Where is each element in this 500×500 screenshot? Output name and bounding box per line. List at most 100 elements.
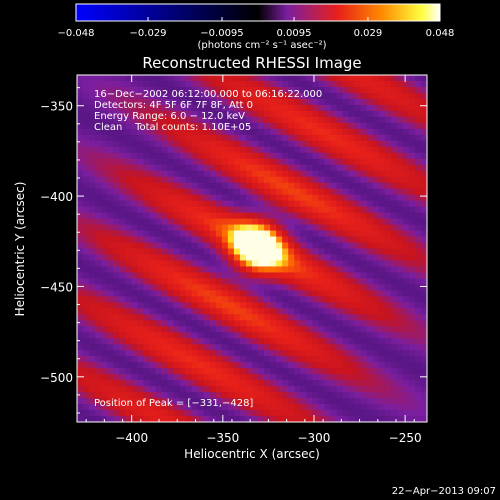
heatmap-cell xyxy=(330,116,338,124)
heatmap-cell xyxy=(258,110,265,118)
heatmap-cell xyxy=(215,158,223,166)
heatmap-cell xyxy=(155,110,163,118)
heatmap-cell xyxy=(155,170,163,178)
heatmap-cell xyxy=(276,260,283,268)
heatmap-cell xyxy=(270,290,277,297)
heatmap-cell xyxy=(149,302,157,309)
heatmap-cell xyxy=(294,338,301,345)
heatmap-cell xyxy=(173,284,181,291)
heatmap-cell xyxy=(366,188,374,196)
heatmap-cell xyxy=(306,164,313,172)
heatmap-cell xyxy=(264,206,271,214)
heatmap-cell xyxy=(390,332,398,339)
heatmap-cell xyxy=(330,188,338,196)
heatmap-cell xyxy=(330,404,338,411)
heatmap-cell xyxy=(101,176,108,184)
heatmap-cell xyxy=(119,392,126,399)
heatmap-cell xyxy=(149,224,157,232)
heatmap-cell xyxy=(276,206,283,214)
heatmap-cell xyxy=(354,212,362,220)
heatmap-cell xyxy=(270,308,277,315)
heatmap-cell xyxy=(161,254,169,262)
heatmap-cell xyxy=(173,128,181,136)
heatmap-cell xyxy=(161,266,169,274)
heatmap-cell xyxy=(149,278,157,285)
heatmap-cell xyxy=(125,164,132,172)
heatmap-cell xyxy=(143,158,151,166)
heatmap-cell xyxy=(233,308,241,315)
heatmap-cell xyxy=(227,140,235,148)
heatmap-cell xyxy=(107,374,114,381)
heatmap-cell xyxy=(408,332,416,339)
heatmap-cell xyxy=(143,290,151,297)
heatmap-cell xyxy=(239,98,247,106)
colorbar-tick-label: −0.0095 xyxy=(200,28,243,39)
heatmap-cell xyxy=(324,290,332,297)
heatmap-cell xyxy=(372,416,380,422)
heatmap-cell xyxy=(227,158,235,166)
heatmap-cell xyxy=(89,380,96,387)
heatmap-cell xyxy=(306,302,313,309)
heatmap-cell xyxy=(342,230,350,238)
heatmap-cell xyxy=(402,248,410,256)
heatmap-cell xyxy=(270,98,277,106)
heatmap-cell xyxy=(288,374,295,381)
heatmap-cell xyxy=(227,86,235,94)
heatmap-cell xyxy=(143,362,151,369)
y-tick-label: −500 xyxy=(40,371,73,385)
heatmap-cell xyxy=(119,206,126,214)
heatmap-cell xyxy=(137,374,144,381)
heatmap-cell xyxy=(258,158,265,166)
heatmap-cell xyxy=(420,386,427,393)
heatmap-cell xyxy=(161,272,169,280)
heatmap-cell xyxy=(233,206,241,214)
heatmap-cell xyxy=(131,398,138,405)
heatmap-cell xyxy=(119,80,126,88)
heatmap-cell xyxy=(390,236,398,244)
heatmap-cell xyxy=(191,164,199,172)
heatmap-cell xyxy=(252,374,259,381)
heatmap-cell xyxy=(372,75,380,82)
heatmap-cell xyxy=(390,80,398,88)
heatmap-cell xyxy=(119,128,126,136)
heatmap-cell xyxy=(384,224,392,232)
heatmap-cell xyxy=(83,224,90,232)
heatmap-cell xyxy=(372,86,380,94)
heatmap-cell xyxy=(113,218,120,226)
heatmap-cell xyxy=(342,296,350,303)
heatmap-cell xyxy=(143,104,151,112)
heatmap-cell xyxy=(95,350,102,357)
heatmap-cell xyxy=(318,368,326,375)
heatmap-cell xyxy=(276,80,283,88)
heatmap-cell xyxy=(173,272,181,280)
heatmap-cell xyxy=(360,164,368,172)
heatmap-cell xyxy=(77,260,84,268)
heatmap-cell xyxy=(324,344,332,351)
heatmap-cell xyxy=(318,176,326,184)
heatmap-cell xyxy=(167,146,175,154)
heatmap-cell xyxy=(270,206,277,214)
heatmap-cell xyxy=(83,278,90,285)
heatmap-cell xyxy=(113,326,120,333)
heatmap-cell xyxy=(95,296,102,303)
heatmap-cell xyxy=(360,308,368,315)
heatmap-cell xyxy=(378,338,386,345)
heatmap-cell xyxy=(221,410,229,417)
heatmap-cell xyxy=(378,110,386,118)
heatmap-cell xyxy=(354,194,362,202)
heatmap-cell xyxy=(288,338,295,345)
heatmap-cell xyxy=(77,170,84,178)
heatmap-cell xyxy=(276,344,283,351)
heatmap-cell xyxy=(95,320,102,327)
heatmap-cell xyxy=(119,110,126,118)
heatmap-cell xyxy=(396,242,404,250)
heatmap-cell xyxy=(408,164,416,172)
heatmap-cell xyxy=(402,284,410,291)
heatmap-cell xyxy=(306,332,313,339)
colorbar-tick-label: 0.029 xyxy=(354,28,383,39)
heatmap-cell xyxy=(354,374,362,381)
heatmap-cell xyxy=(149,290,157,297)
heatmap-cell xyxy=(155,116,163,124)
heatmap-cell xyxy=(348,374,356,381)
heatmap-cell xyxy=(107,362,114,369)
